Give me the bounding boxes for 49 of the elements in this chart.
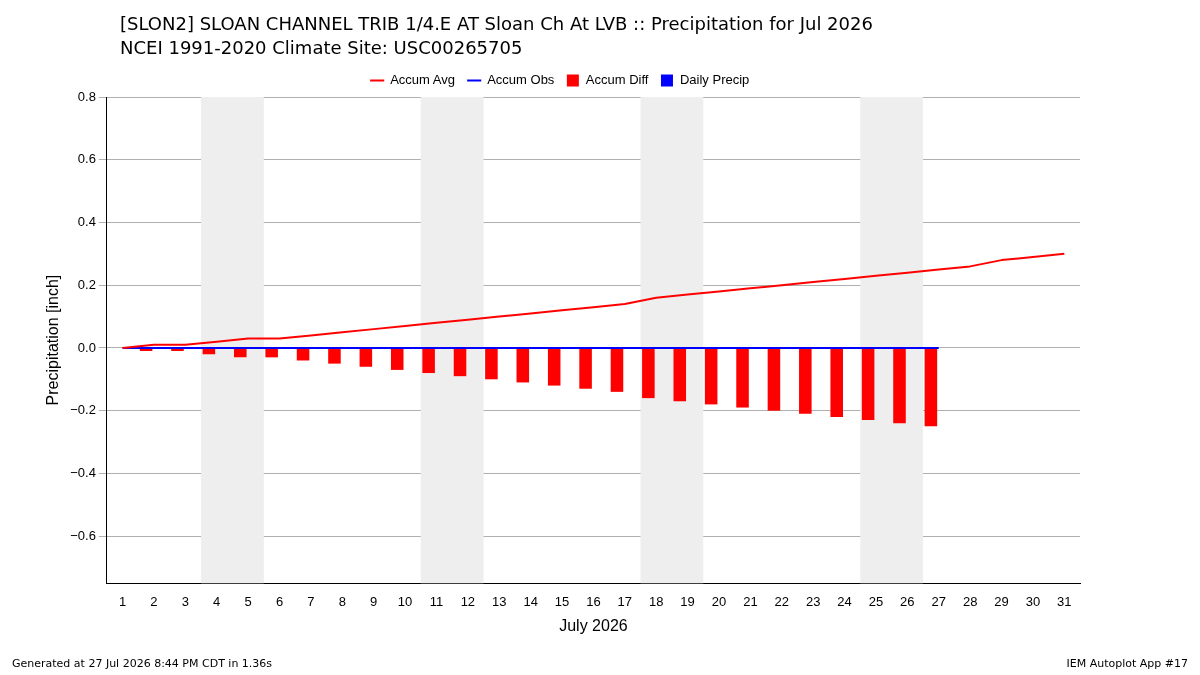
x-tick-label: 20: [711, 593, 727, 609]
legend-label: Accum Avg: [390, 72, 455, 88]
x-axis-title: July 2026: [559, 616, 628, 634]
x-tick-label: 21: [743, 593, 758, 609]
x-tick-label: 12: [460, 593, 476, 609]
x-tick-label: 1: [118, 593, 127, 609]
y-tick-label: 0.2: [77, 276, 96, 292]
x-tick-label: 2: [150, 593, 158, 609]
y-tick-label: 0.6: [77, 151, 96, 167]
y-tick-label: −0.2: [70, 402, 96, 418]
y-tick-label: 0.4: [77, 214, 96, 230]
x-tick-label: 19: [680, 593, 695, 609]
x-tick-label: 11: [429, 593, 444, 609]
x-tick-label: 23: [805, 593, 821, 609]
y-tick-label: 0.8: [77, 88, 96, 104]
x-tick-label: 29: [994, 593, 1009, 609]
x-tick-label: 16: [586, 593, 601, 609]
y-tick-label: −0.4: [70, 464, 96, 480]
text: IEM Autoplot App #17: [1066, 657, 1188, 670]
x-tick-label: 8: [338, 593, 346, 609]
x-tick-label: 3: [181, 593, 189, 609]
text: Generated at 27 Jul 2026 8:44 PM CDT in 1.36s: [12, 657, 273, 670]
x-tick-label: 25: [868, 593, 884, 609]
x-tick-label: 10: [397, 593, 413, 609]
x-tick-label: 30: [1025, 593, 1041, 609]
x-tick-label: 7: [307, 593, 315, 609]
chart-title: [SLON2] SLOAN CHANNEL TRIB 1/4.E AT Sloan Ch At LVB :: Precipitation for Jul 2026: [120, 12, 873, 36]
y-axis-title: Precipitation [inch]: [44, 274, 62, 406]
x-tick-label: 31: [1057, 593, 1072, 609]
y-tick-label: −0.6: [70, 527, 96, 543]
x-tick-label: 27: [931, 593, 946, 609]
legend-label: Accum Diff: [585, 72, 649, 88]
legend-label: Accum Obs: [487, 72, 555, 88]
x-tick-label: 14: [523, 593, 538, 609]
x-tick-label: 26: [900, 593, 915, 609]
x-tick-label: 24: [837, 593, 852, 609]
x-tick-label: 18: [648, 593, 664, 609]
y-tick-label: 0.0: [77, 339, 96, 355]
x-tick-label: 6: [275, 593, 284, 609]
x-tick-label: 13: [492, 593, 507, 609]
x-tick-label: 9: [370, 593, 378, 609]
x-tick-label: 28: [962, 593, 978, 609]
x-tick-label: 5: [244, 593, 252, 609]
x-tick-label: 15: [554, 593, 570, 609]
x-tick-label: 4: [213, 593, 221, 609]
chart-subtitle: NCEI 1991-2020 Climate Site: USC00265705: [120, 36, 524, 60]
x-tick-label: 17: [617, 593, 633, 609]
x-tick-label: 22: [774, 593, 790, 609]
legend-label: Daily Precip: [679, 72, 750, 88]
